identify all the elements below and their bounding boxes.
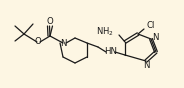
Text: N: N (143, 62, 149, 70)
Text: N: N (152, 34, 158, 43)
Text: O: O (35, 37, 41, 46)
Text: O: O (47, 18, 53, 26)
Text: N: N (60, 39, 66, 48)
Text: Cl: Cl (147, 21, 155, 31)
Text: HN: HN (105, 48, 118, 56)
Text: NH$_2$: NH$_2$ (96, 26, 114, 38)
